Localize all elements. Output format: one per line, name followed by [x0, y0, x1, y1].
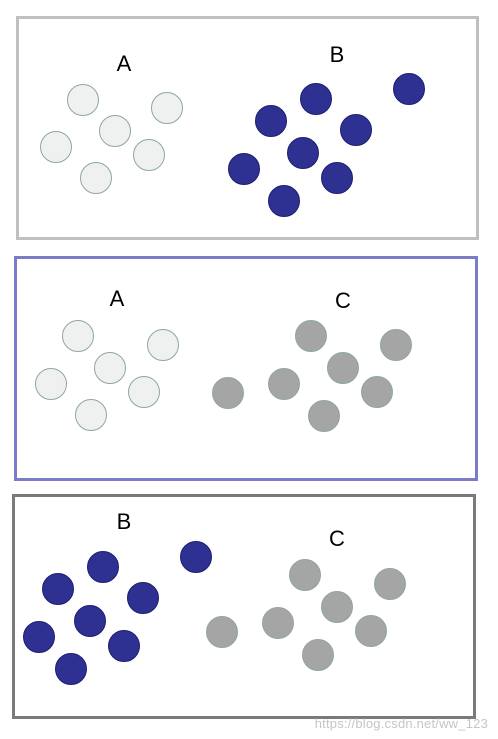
circle-c-2 — [380, 329, 412, 361]
circle-b-6 — [228, 153, 260, 185]
circle-c-7 — [308, 400, 340, 432]
circle-a-1 — [62, 320, 94, 352]
circle-c-1 — [295, 320, 327, 352]
circle-a-2 — [147, 329, 179, 361]
panel-a-vs-b: A B — [16, 16, 479, 240]
circle-a-2 — [151, 92, 183, 124]
circle-b-7 — [321, 162, 353, 194]
circle-c-3 — [327, 352, 359, 384]
group-label-b: B — [116, 509, 132, 534]
circle-c-5 — [206, 616, 238, 648]
circle-c-4 — [268, 368, 300, 400]
circle-b-2 — [393, 73, 425, 105]
circle-a-3 — [94, 352, 126, 384]
circle-b-4 — [340, 114, 372, 146]
circle-a-6 — [75, 399, 107, 431]
group-label-a: A — [116, 51, 132, 76]
group-label-b: B — [329, 42, 345, 67]
group-label-c: C — [329, 526, 345, 551]
circle-b-2 — [180, 541, 212, 573]
circle-c-2 — [374, 568, 406, 600]
panel-a-vs-c: A C — [14, 256, 478, 481]
group-label-a: A — [109, 286, 125, 311]
circle-c-5 — [212, 377, 244, 409]
circle-a-5 — [133, 139, 165, 171]
circle-b-7 — [108, 630, 140, 662]
circle-b-8 — [268, 185, 300, 217]
panel-b-vs-c: B C — [12, 494, 476, 719]
circle-a-4 — [40, 131, 72, 163]
circle-b-6 — [23, 621, 55, 653]
circle-c-1 — [289, 559, 321, 591]
watermark-text: https://blog.csdn.net/ww_123 — [314, 716, 488, 731]
circle-a-1 — [67, 84, 99, 116]
circle-c-6 — [355, 615, 387, 647]
circle-a-6 — [80, 162, 112, 194]
circle-c-6 — [361, 376, 393, 408]
circle-a-3 — [99, 115, 131, 147]
circle-b-3 — [255, 105, 287, 137]
group-label-c: C — [335, 288, 351, 313]
circle-c-3 — [321, 591, 353, 623]
circle-b-5 — [287, 137, 319, 169]
circle-b-3 — [42, 573, 74, 605]
circle-b-8 — [55, 653, 87, 685]
circle-b-1 — [300, 83, 332, 115]
circle-c-7 — [302, 639, 334, 671]
circle-b-4 — [127, 582, 159, 614]
circle-c-4 — [262, 607, 294, 639]
circle-a-4 — [35, 368, 67, 400]
circle-a-5 — [128, 376, 160, 408]
circle-b-1 — [87, 551, 119, 583]
circle-b-5 — [74, 605, 106, 637]
